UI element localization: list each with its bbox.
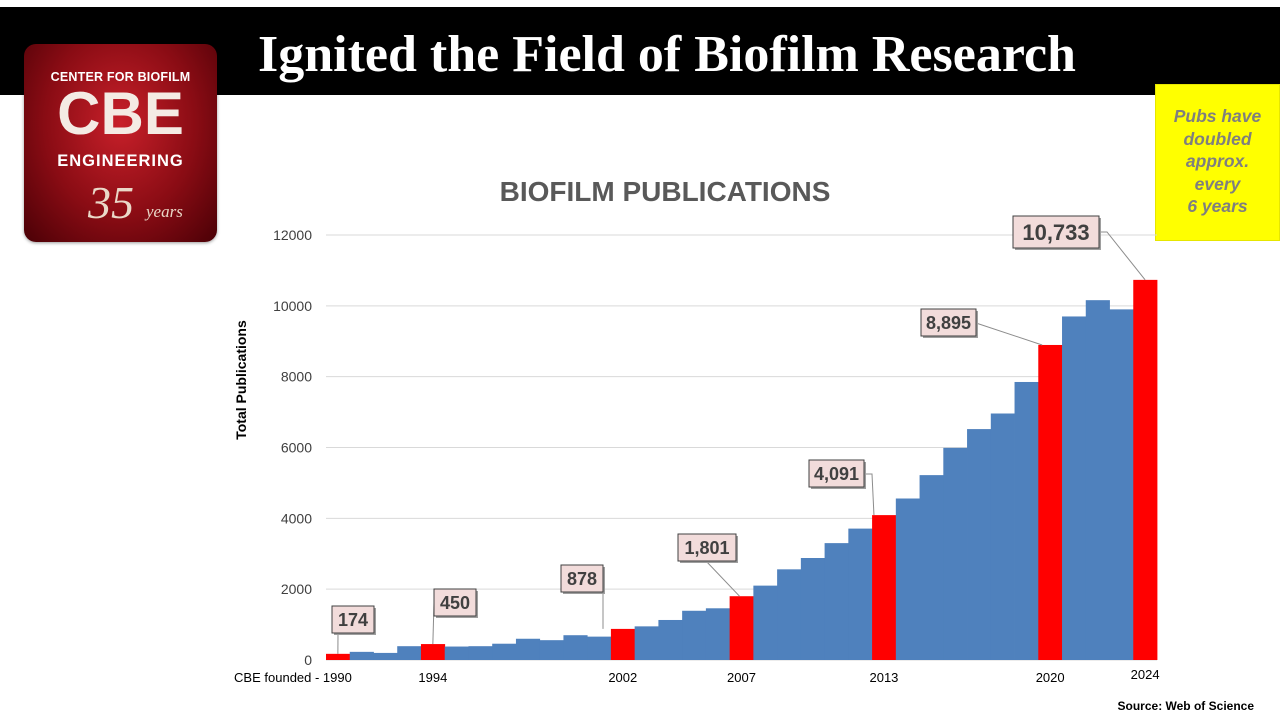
bar [990,413,1015,660]
x-tick-label: 2020 [1036,670,1065,685]
bar [610,628,636,660]
bar [563,635,588,660]
callout-label: 10,733 [1022,220,1089,245]
x-tick-label: CBE founded - 1990 [234,670,352,685]
callout-label: 1,801 [684,538,729,558]
bar [397,646,422,660]
y-tick-label: 8000 [281,369,312,385]
logo-line-center-for-biofilm: CENTER FOR BIOFILM [50,70,191,84]
callout-label: 4,091 [814,464,859,484]
bar [492,643,517,660]
callout-label: 8,895 [926,313,971,333]
callout-label: 878 [567,569,597,589]
callout-leader-line [705,560,740,597]
bar [943,447,968,660]
callout-box [920,308,977,337]
y-tick-label: 12000 [273,227,312,243]
bar [1062,316,1087,660]
logo-years-number: 35 [88,177,134,228]
x-tick-label: 2007 [727,670,756,685]
bar [658,619,683,660]
bar [729,596,754,660]
note-line: 6 years [1187,196,1248,216]
callout-leader-line [1099,231,1146,281]
callout-label: 450 [440,593,470,613]
bar [1133,279,1158,660]
callout-label: 174 [338,610,368,630]
bar [1014,381,1039,660]
bar [1085,300,1110,660]
x-tick-label: 2013 [869,670,898,685]
x-tick-label: 2002 [608,670,637,685]
bar [967,429,992,660]
callout-box [677,533,737,562]
bar [587,636,612,660]
slide-title: Ignited the Field of Biofilm Research [258,26,1076,83]
bar [539,640,564,660]
logo-line-cbe: CBE [57,80,184,147]
bar [872,515,897,660]
bar [468,646,493,660]
bar [895,498,920,660]
bar [1038,344,1063,660]
bar [634,626,659,660]
bar [444,646,469,660]
doubling-note: Pubs have doubled approx. every 6 years [1155,84,1280,241]
bar [349,651,374,660]
callout-leader-line [975,322,1043,346]
bar [800,558,825,660]
callout-box [433,588,477,617]
callout-box [560,564,604,593]
y-tick-label: 0 [304,652,312,668]
note-line: approx. [1185,151,1250,171]
callout-leader-line [864,473,875,516]
x-tick-label: 2024 [1131,667,1160,682]
bar [705,608,731,660]
y-tick-label: 2000 [281,581,312,597]
bar [373,652,398,660]
cbe-logo: CENTER FOR BIOFILM CBE ENGINEERING 35 ye… [24,44,217,242]
note-line: Pubs have [1173,106,1262,126]
bar [420,644,446,660]
y-tick-label: 10000 [273,298,312,314]
bar [753,585,778,660]
callout-box [808,459,865,488]
source-note: Source: Web of Science [1117,699,1254,713]
bar [919,475,944,660]
logo-line-engineering: ENGINEERING [57,152,184,170]
note-line: doubled [1183,128,1252,149]
logo-years-word: years [146,202,183,221]
bar [848,528,873,660]
callout-box [1012,215,1100,249]
bar [682,610,707,660]
bar [777,569,802,660]
bar [1109,309,1134,660]
bar [824,543,849,660]
callout-box [331,605,375,634]
y-tick-label: 6000 [281,440,312,456]
bar [326,653,351,660]
x-tick-label: 1994 [418,670,447,685]
note-line: every [1194,173,1241,194]
bar [515,638,541,660]
chart-title: BIOFILM PUBLICATIONS [499,176,831,207]
y-tick-label: 4000 [281,510,312,526]
